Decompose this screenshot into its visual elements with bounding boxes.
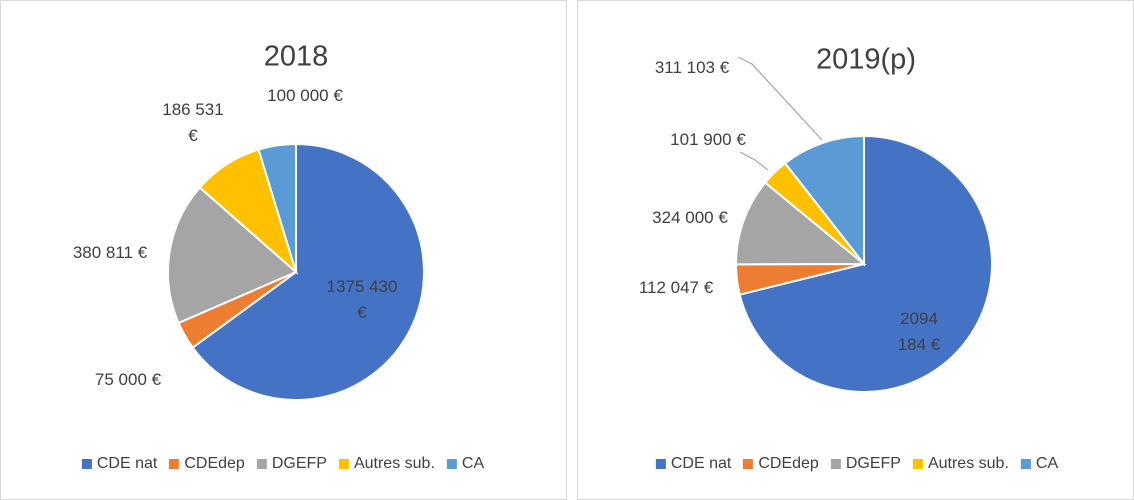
legend-item: Autres sub. [912, 455, 1009, 473]
data-label: 311 103 € [654, 58, 730, 77]
legend-label: CDEdep [758, 455, 819, 472]
legend-item: CDE nat [655, 455, 732, 473]
chart-title: 2019(p) [816, 43, 916, 76]
chart-title: 2018 [263, 40, 329, 73]
data-label: 324 000 € [652, 208, 728, 227]
legend-swatch [1020, 459, 1031, 469]
legend-label: CA [1035, 455, 1059, 472]
leader-line [737, 56, 823, 141]
legend-swatch [912, 459, 923, 469]
legend: CDE nat CDEdep DGEFP Autres sub. CA [655, 455, 1059, 473]
legend-label: CDE nat [96, 455, 158, 472]
legend-swatch [81, 459, 92, 469]
data-label: 380 811 € [72, 243, 148, 262]
legend-label: DGEFP [845, 455, 901, 472]
data-label: 186 531 € [162, 100, 224, 145]
data-label: 100 000 € [267, 86, 343, 105]
pie-slice [734, 181, 867, 266]
legend-item: CDEdep [743, 455, 819, 473]
pie-slice [257, 142, 297, 273]
legend-swatch [256, 459, 267, 469]
legend-item: DGEFP [830, 455, 901, 473]
legend-item: CA [1020, 455, 1059, 473]
legend-item: Autres sub. [338, 455, 435, 473]
pie-slice [191, 142, 425, 401]
legend-item: CDEdep [169, 455, 245, 473]
legend-label: Autres sub. [927, 455, 1009, 472]
legend-swatch [338, 459, 349, 469]
pie-slice [738, 134, 993, 393]
data-label: 1375 430 € [326, 277, 398, 322]
legend-item: CA [446, 455, 485, 473]
legend-swatch [830, 459, 841, 469]
legend-item: DGEFP [256, 455, 327, 473]
pie-slice [167, 186, 298, 325]
data-label: 101 900 € [670, 130, 746, 149]
data-label: 2094 184 € [897, 309, 941, 354]
pie-slice [783, 134, 865, 267]
legend-swatch [169, 459, 180, 469]
legend-item: CDE nat [81, 455, 158, 473]
legend-swatch [655, 459, 666, 469]
legend-label: Autres sub. [353, 455, 435, 472]
legend-swatch [743, 459, 754, 469]
legend-swatch [446, 459, 457, 469]
legend-label: CA [461, 455, 485, 472]
data-label: 112 047 € [638, 278, 714, 297]
data-label: 75 000 € [94, 370, 162, 389]
legend: CDE nat CDEdep DGEFP Autres sub. CA [81, 455, 485, 473]
legend-label: DGEFP [271, 455, 327, 472]
legend-label: CDE nat [670, 455, 732, 472]
leader-line [739, 151, 769, 171]
legend-label: CDEdep [184, 455, 245, 472]
